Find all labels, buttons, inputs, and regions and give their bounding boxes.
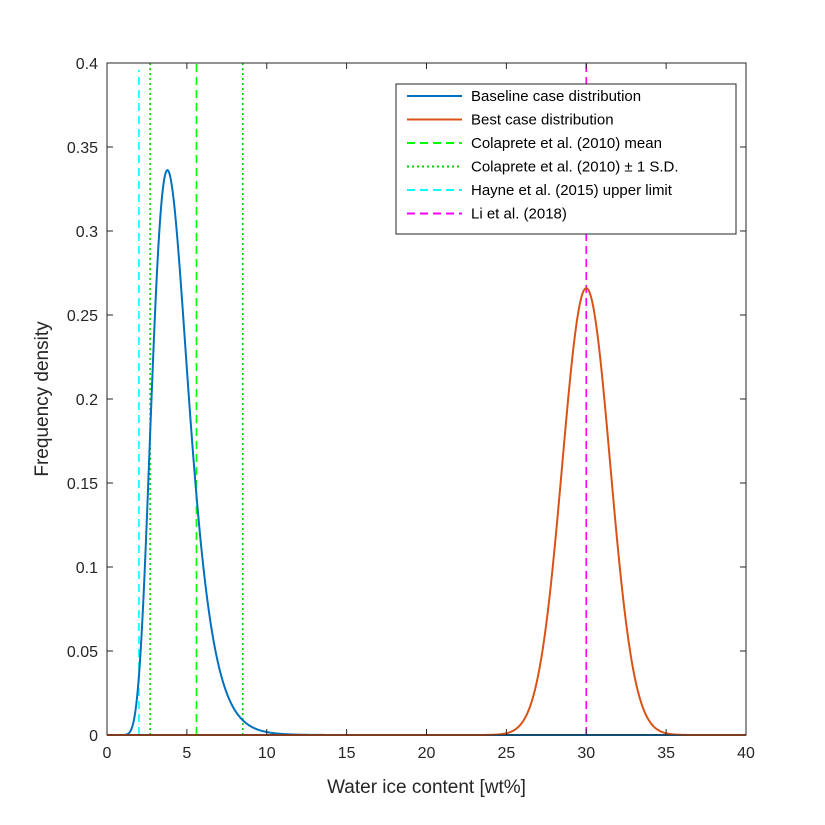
x-tick-label: 35 bbox=[657, 745, 675, 762]
legend-box bbox=[395, 83, 737, 235]
y-tick-label: 0.2 bbox=[76, 392, 98, 409]
x-tick-label: 40 bbox=[737, 745, 755, 762]
legend-label: Li et al. (2018) bbox=[471, 206, 567, 223]
y-tick-label: 0 bbox=[89, 728, 98, 745]
y-tick-label: 0.15 bbox=[67, 476, 98, 493]
legend-label: Hayne et al. (2015) upper limit bbox=[471, 182, 673, 199]
x-tick-label: 10 bbox=[258, 745, 276, 762]
y-tick-label: 0.25 bbox=[67, 308, 98, 325]
x-tick-label: 20 bbox=[418, 745, 436, 762]
x-axis-label: Water ice content [wt%] bbox=[327, 777, 526, 798]
ticks-layer: 0 5 10 15 20 25 30 35 40 0 0.05 0.1 0.15 0.2 0.25 0.3 0.… bbox=[67, 56, 755, 762]
x-tick-label: 25 bbox=[497, 745, 515, 762]
x-tick-label: 0 bbox=[103, 745, 112, 762]
y-tick-label: 0.1 bbox=[76, 560, 98, 577]
x-tick-label: 5 bbox=[182, 745, 191, 762]
y-tick-label: 0.35 bbox=[67, 140, 98, 157]
x-tick-label: 30 bbox=[577, 745, 595, 762]
legend-label: Colaprete et al. (2010) ± 1 S.D. bbox=[471, 159, 679, 176]
legend: Baseline case distribution Best case dist… bbox=[395, 83, 737, 235]
legend-label: Baseline case distribution bbox=[471, 88, 641, 105]
x-tick-label: 15 bbox=[338, 745, 356, 762]
y-tick-label: 0.05 bbox=[67, 644, 98, 661]
legend-label: Best case distribution bbox=[471, 112, 614, 129]
y-tick-label: 0.3 bbox=[76, 224, 98, 241]
legend-label: Colaprete et al. (2010) mean bbox=[471, 135, 662, 152]
y-axis-label: Frequency density bbox=[32, 321, 53, 477]
y-tick-label: 0.4 bbox=[76, 56, 98, 73]
